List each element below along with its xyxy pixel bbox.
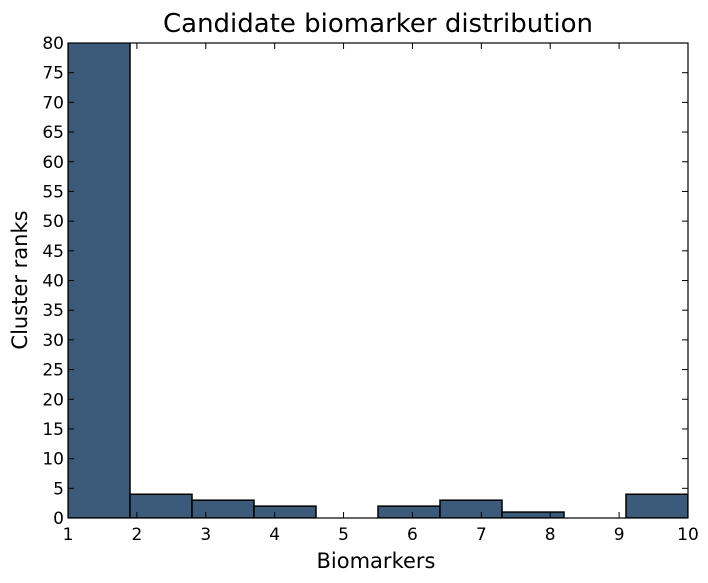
histogram-bar [625,493,688,518]
histogram-bar [439,499,503,518]
y-tick-label: 20 [42,390,64,410]
histogram-bar [501,511,565,518]
x-tick-label: 4 [269,525,280,545]
y-tick-label: 75 [42,64,64,84]
x-tick-label: 9 [614,525,625,545]
bars-group [68,43,688,518]
y-tick-label: 25 [42,361,64,381]
y-axis-label: Cluster ranks [8,210,32,349]
y-tick-label: 60 [42,153,64,173]
x-tick-label: 3 [200,525,211,545]
y-tick-label: 45 [42,242,64,262]
histogram-bar [129,493,193,518]
x-tick-label: 8 [545,525,556,545]
plot-frame [67,42,689,519]
histogram-bar [253,505,317,518]
y-tick-label: 70 [42,93,64,113]
y-tick-label: 80 [42,34,64,54]
histogram-bar [68,43,131,518]
y-tick-label: 30 [42,331,64,351]
chart-title: Candidate biomarker distribution [163,9,593,39]
axes-group [67,42,689,519]
x-tick-label: 5 [338,525,349,545]
x-axis-label: Biomarkers [317,549,436,573]
y-tick-label: 5 [53,479,64,499]
x-tick-label: 10 [677,525,699,545]
y-tick-label: 0 [53,509,64,529]
histogram-bar [377,505,441,518]
x-tick-label: 1 [63,525,74,545]
x-tick-label: 6 [407,525,418,545]
y-tick-label: 40 [42,272,64,292]
y-tick-label: 50 [42,212,64,232]
y-tick-label: 10 [42,450,64,470]
y-tick-label: 65 [42,123,64,143]
histogram-bar [191,499,255,518]
y-tick-label: 35 [42,301,64,321]
x-tick-label: 7 [476,525,487,545]
y-tick-label: 55 [42,182,64,202]
y-tick-label: 15 [42,420,64,440]
x-tick-label: 2 [131,525,142,545]
